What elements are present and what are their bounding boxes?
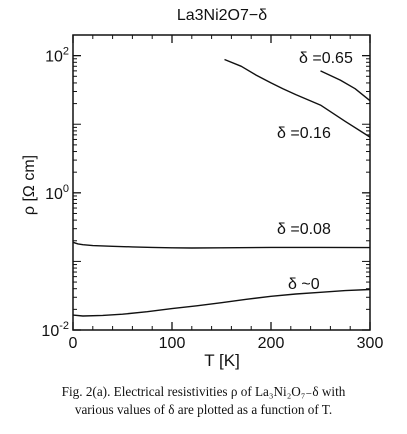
series-line-2 — [72, 241, 371, 249]
plot-frame — [72, 34, 371, 331]
x-tick-label: 100 — [159, 335, 186, 352]
figure-caption: Fig. 2(a). Electrical resistivities ρ of… — [4, 383, 403, 419]
annotation-delta-0.16: δ =0.16 — [277, 125, 331, 142]
x-axis-label: T [K] — [204, 351, 240, 370]
y-axis-label: ρ [Ω cm] — [21, 155, 38, 215]
caption-line-1: Fig. 2(a). Electrical resistivities ρ of… — [61, 384, 346, 399]
x-tick-labels: 0 100 200 300 — [69, 335, 384, 352]
y-tick-base: 10 — [41, 323, 59, 340]
chart-title: La3Ni2O7−δ — [177, 7, 267, 24]
series-line-3 — [72, 288, 371, 317]
y-tick-label: 100 — [45, 183, 69, 203]
y-tick-label: 102 — [45, 46, 69, 66]
series-lines — [72, 58, 371, 317]
annotation-delta-0: δ ~0 — [288, 276, 320, 293]
series-line-0 — [320, 70, 371, 102]
axis-ticks — [72, 34, 371, 331]
x-tick-label: 0 — [69, 335, 78, 352]
annotation-delta-0.08: δ =0.08 — [277, 221, 331, 238]
x-tick-label: 300 — [357, 335, 384, 352]
caption-line-2: various values of δ are plotted as a fun… — [74, 402, 333, 417]
series-line-1 — [224, 58, 371, 138]
annotation-delta-0.65: δ =0.65 — [299, 50, 353, 67]
y-tick-exponent: 0 — [63, 183, 69, 195]
y-tick-base: 10 — [45, 49, 63, 66]
y-tick-base: 10 — [45, 186, 63, 203]
y-tick-exponent: 2 — [63, 46, 69, 58]
x-tick-label: 200 — [258, 335, 285, 352]
y-tick-label: 10-2 — [41, 320, 69, 340]
y-tick-exponent: -2 — [59, 320, 69, 332]
